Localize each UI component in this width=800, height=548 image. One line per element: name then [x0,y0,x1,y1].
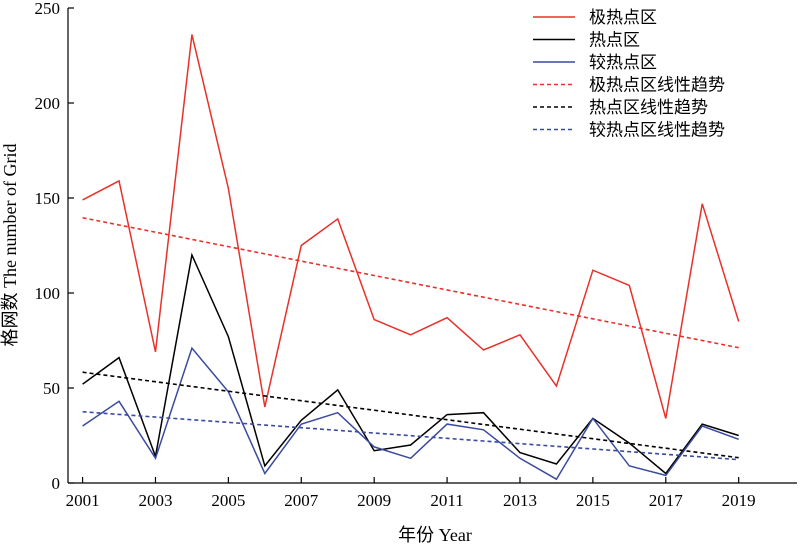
series-layer [82,34,740,481]
series-line-1 [82,34,740,419]
legend-label-4: 极热点区线性趋势 [589,76,725,95]
x-tick-label: 2017 [649,491,684,510]
y-tick-label: 0 [52,474,61,493]
series-line-2 [82,252,739,475]
series-line-5 [82,371,739,459]
y-tick-label: 100 [35,284,61,303]
x-axis-title: 年份 Year [398,525,472,545]
x-tick-label: 2005 [211,491,245,510]
legend-label-2: 热点区 [589,31,640,50]
legend-label-6: 较热点区线性趋势 [589,121,725,140]
y-tick-label: 50 [43,379,60,398]
series-line-4 [82,216,739,349]
axes [67,8,797,484]
y-tick-label: 250 [35,0,61,18]
x-tick-label: 2019 [722,491,756,510]
series-line-3 [82,346,739,481]
x-tick-label: 2007 [284,491,319,510]
legend-label-3: 较热点区 [589,53,657,72]
y-tick-label: 200 [35,94,61,113]
ticks: 0 50 100 150 200 250 2001 2003 2005 2007 2009 2011 2… [35,0,756,510]
legend-label-5: 热点区线性趋势 [589,98,708,117]
legend-label-1: 极热点区 [589,8,657,27]
x-tick-label: 2011 [430,491,463,510]
y-axis-title: 格网数 The number of Grid [0,144,20,347]
x-tick-label: 2013 [503,491,537,510]
series-line-6 [82,410,739,461]
y-tick-label: 150 [35,189,61,208]
x-tick-label: 2015 [576,491,610,510]
x-tick-label: 2003 [138,491,172,510]
x-tick-label: 2001 [66,491,100,510]
x-tick-label: 2009 [357,491,391,510]
